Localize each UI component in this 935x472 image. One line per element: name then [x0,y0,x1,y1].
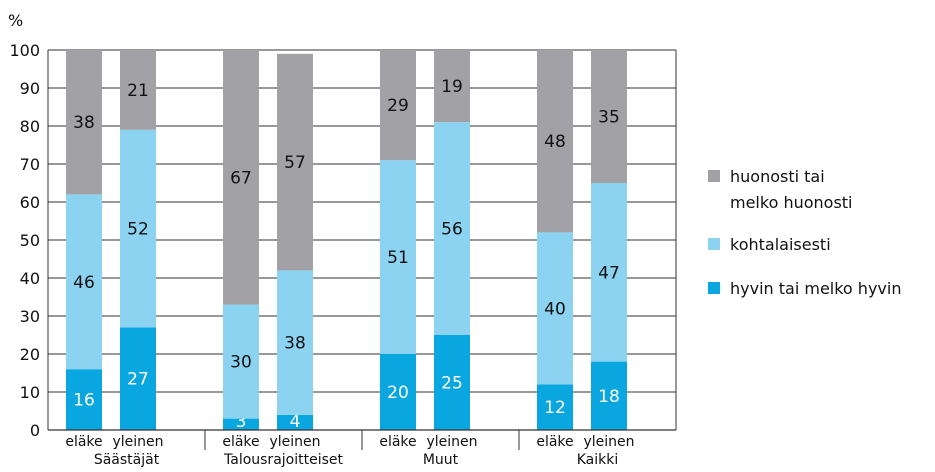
bar-segment [537,384,573,430]
data-label: 51 [387,248,409,268]
bar-segment [380,160,416,354]
y-tick-label: 100 [9,41,40,60]
data-label: 38 [73,113,95,133]
y-tick-label: 60 [20,193,40,212]
bar-segment [537,50,573,233]
data-label: 21 [127,81,149,101]
x-tick-label: eläke [65,434,102,450]
bar-segment [591,361,627,430]
data-label: 40 [544,299,566,319]
data-label: 16 [73,391,95,411]
data-label: 12 [544,398,566,418]
legend-label: kohtalaisesti [730,235,831,254]
legend-label: huonosti tai [730,167,825,186]
y-tick-label: 30 [20,307,40,326]
y-tick-label: 70 [20,155,40,174]
x-tick-label: yleinen [583,434,634,450]
bar-segment [66,369,102,430]
data-label: 38 [284,334,306,354]
bar-segment [591,50,627,183]
data-label: 46 [73,273,95,293]
x-tick-label: yleinen [269,434,320,450]
data-label: 27 [127,370,149,390]
x-tick-label: yleinen [112,434,163,450]
x-tick-label: yleinen [426,434,477,450]
bar-segment [120,327,156,430]
bar-segment [434,122,470,335]
bar-segment [120,129,156,328]
bar-segment [380,50,416,161]
bar-segment [223,418,259,430]
bar-segment [277,414,313,430]
x-tick-label: eläke [222,434,259,450]
y-tick-label: 90 [20,79,40,98]
bar-segment [66,194,102,370]
y-axis-unit-label: % [8,11,23,30]
legend-swatch [708,282,720,294]
bar-segment [66,50,102,195]
y-tick-label: 50 [20,231,40,250]
data-label: 30 [230,353,252,373]
data-label: 25 [441,374,463,394]
bar-segment [277,270,313,415]
data-label: 20 [387,383,409,403]
data-label: 47 [598,263,620,283]
bar-segment [223,304,259,419]
legend-label: melko huonosti [730,193,853,212]
data-label: 48 [544,132,566,152]
data-label: 52 [127,220,149,240]
group-label: Säästäjät [94,452,160,468]
data-label: 35 [598,108,620,128]
y-tick-label: 10 [20,383,40,402]
bar-segment [120,50,156,130]
legend-swatch [708,170,720,182]
data-label: 4 [290,412,301,432]
y-tick-label: 40 [20,269,40,288]
y-tick-label: 0 [30,421,40,440]
x-tick-label: eläke [379,434,416,450]
data-label: 18 [598,387,620,407]
bar-segment [223,50,259,305]
data-label: 67 [230,168,252,188]
group-label: Kaikki [577,452,619,468]
bar-segment [537,232,573,385]
bar-segment [434,50,470,123]
bar-segment [591,183,627,362]
group-label: Talousrajoitteiset [223,452,344,468]
data-label: 3 [236,412,247,432]
x-tick-label: eläke [536,434,573,450]
group-label: Muut [423,452,459,468]
bar-segment [380,354,416,430]
y-tick-label: 80 [20,117,40,136]
data-label: 56 [441,220,463,240]
data-label: 57 [284,153,306,173]
legend-swatch [708,238,720,250]
bar-segment [434,335,470,430]
data-label: 19 [441,77,463,97]
data-label: 29 [387,96,409,116]
y-tick-label: 20 [20,345,40,364]
bar-segment [277,53,313,271]
legend-label: hyvin tai melko hyvin [730,279,901,298]
